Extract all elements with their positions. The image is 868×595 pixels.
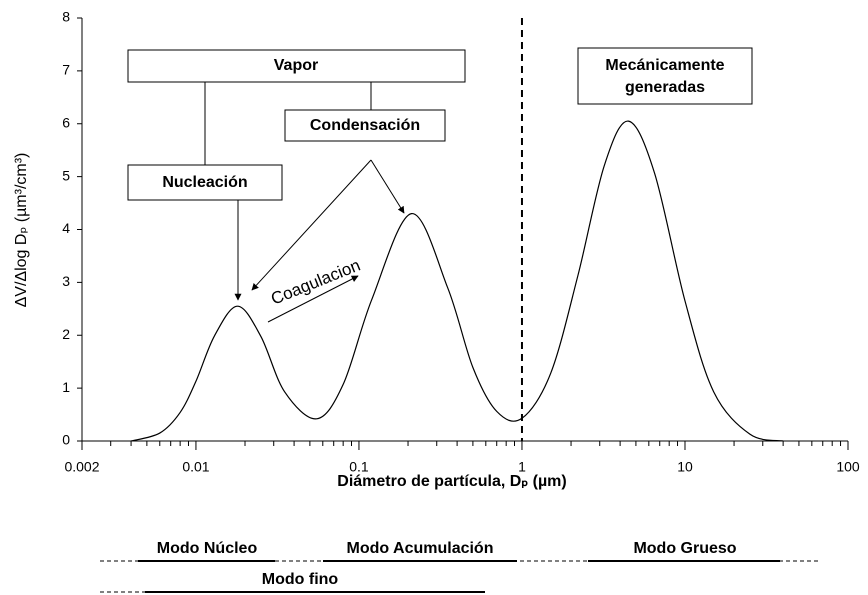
annotation: Modo fino [262, 571, 339, 588]
y-tick-label: 4 [62, 220, 70, 236]
y-tick-label: 6 [62, 114, 70, 130]
y-tick-label: 7 [62, 62, 70, 78]
arrow [370, 159, 405, 214]
arrow [251, 159, 372, 291]
box [577, 47, 753, 105]
annotation: Modo Núcleo [157, 540, 258, 557]
annotation: Mecánicamente [605, 57, 724, 74]
line [130, 120, 784, 442]
y-tick-label: 3 [62, 273, 70, 289]
y-tick-label: 1 [62, 379, 70, 395]
y-tick-label: 0 [62, 432, 70, 448]
x-tick-label: 0.002 [64, 459, 99, 475]
x-tick-label: 1 [518, 459, 526, 475]
box [127, 49, 466, 83]
annotation: Modo Grueso [633, 540, 736, 557]
annotation: Nucleación [162, 174, 247, 191]
box [284, 109, 446, 142]
annotations: Vapor Condensación Nucleación Mecánicame… [100, 47, 820, 593]
arrow [267, 275, 359, 323]
x-tick-label: 0.01 [182, 459, 209, 475]
annotation: Condensación [310, 117, 420, 134]
annotation: generadas [625, 79, 705, 96]
annotation: Coagulacion [268, 256, 363, 309]
x-tick-label: 100 [836, 459, 860, 475]
box [127, 164, 283, 201]
x-axis-label: Diámetro de partícula, Dₚ (µm) [337, 473, 566, 490]
y-tick-label: 8 [62, 9, 70, 25]
y-tick-label: 2 [62, 326, 70, 342]
annotation: Modo Acumulación [347, 540, 494, 557]
y-axis-label: ΔV/Δlog Dₚ (µm³/cm³) [13, 153, 30, 308]
annotation: Vapor [274, 57, 318, 74]
y-tick-label: 5 [62, 167, 70, 183]
x-tick-label: 0.1 [349, 459, 369, 475]
x-tick-label: 10 [677, 459, 693, 475]
